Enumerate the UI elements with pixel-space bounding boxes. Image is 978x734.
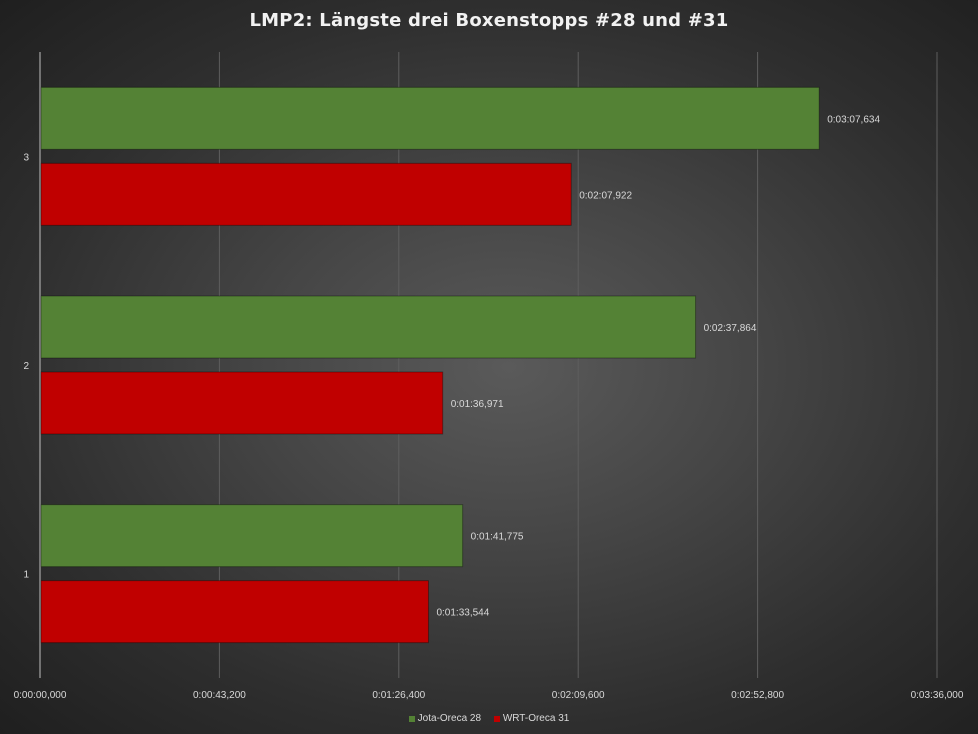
bar [40,162,572,226]
x-tick-label: 0:01:26,400 [372,690,425,701]
category-label: 2 [23,361,29,372]
data-label: 0:01:41,775 [471,532,524,543]
data-label: 0:01:36,971 [451,399,504,410]
bars [40,86,820,644]
x-tick-label: 0:02:52,800 [731,690,784,701]
category-label: 1 [23,570,29,581]
x-tick-label: 0:03:36,000 [911,690,964,701]
bar [40,580,429,644]
x-tick-label: 0:00:43,200 [193,690,246,701]
bar [40,295,697,359]
legend-swatch-wrt [493,715,500,722]
x-tick-label: 0:00:00,000 [14,690,67,701]
legend-label-wrt: WRT-Oreca 31 [502,713,570,724]
labels: 0:00:00,000 0:00:43,200 0:01:26,400 0:02:09… [14,114,964,701]
bar [40,86,820,150]
legend-label-jota: Jota-Oreca 28 [417,713,482,724]
bar [40,504,464,568]
bar [40,371,444,435]
category-label: 3 [23,152,29,163]
x-tick-label: 0:02:09,600 [552,690,605,701]
data-label: 0:02:37,864 [704,323,757,334]
data-label: 0:01:33,544 [436,608,489,619]
gridlines [39,52,938,678]
legend-item-jota: Jota-Oreca 28 [408,713,482,724]
legend-item-wrt: WRT-Oreca 31 [493,713,570,724]
legend-swatch-jota [408,715,415,722]
data-label: 0:02:07,922 [579,190,632,201]
legend: Jota-Oreca 28 WRT-Oreca 31 [0,713,978,725]
data-label: 0:03:07,634 [827,114,880,125]
chart-title: LMP2: Längste drei Boxenstopps #28 und #… [249,10,729,31]
